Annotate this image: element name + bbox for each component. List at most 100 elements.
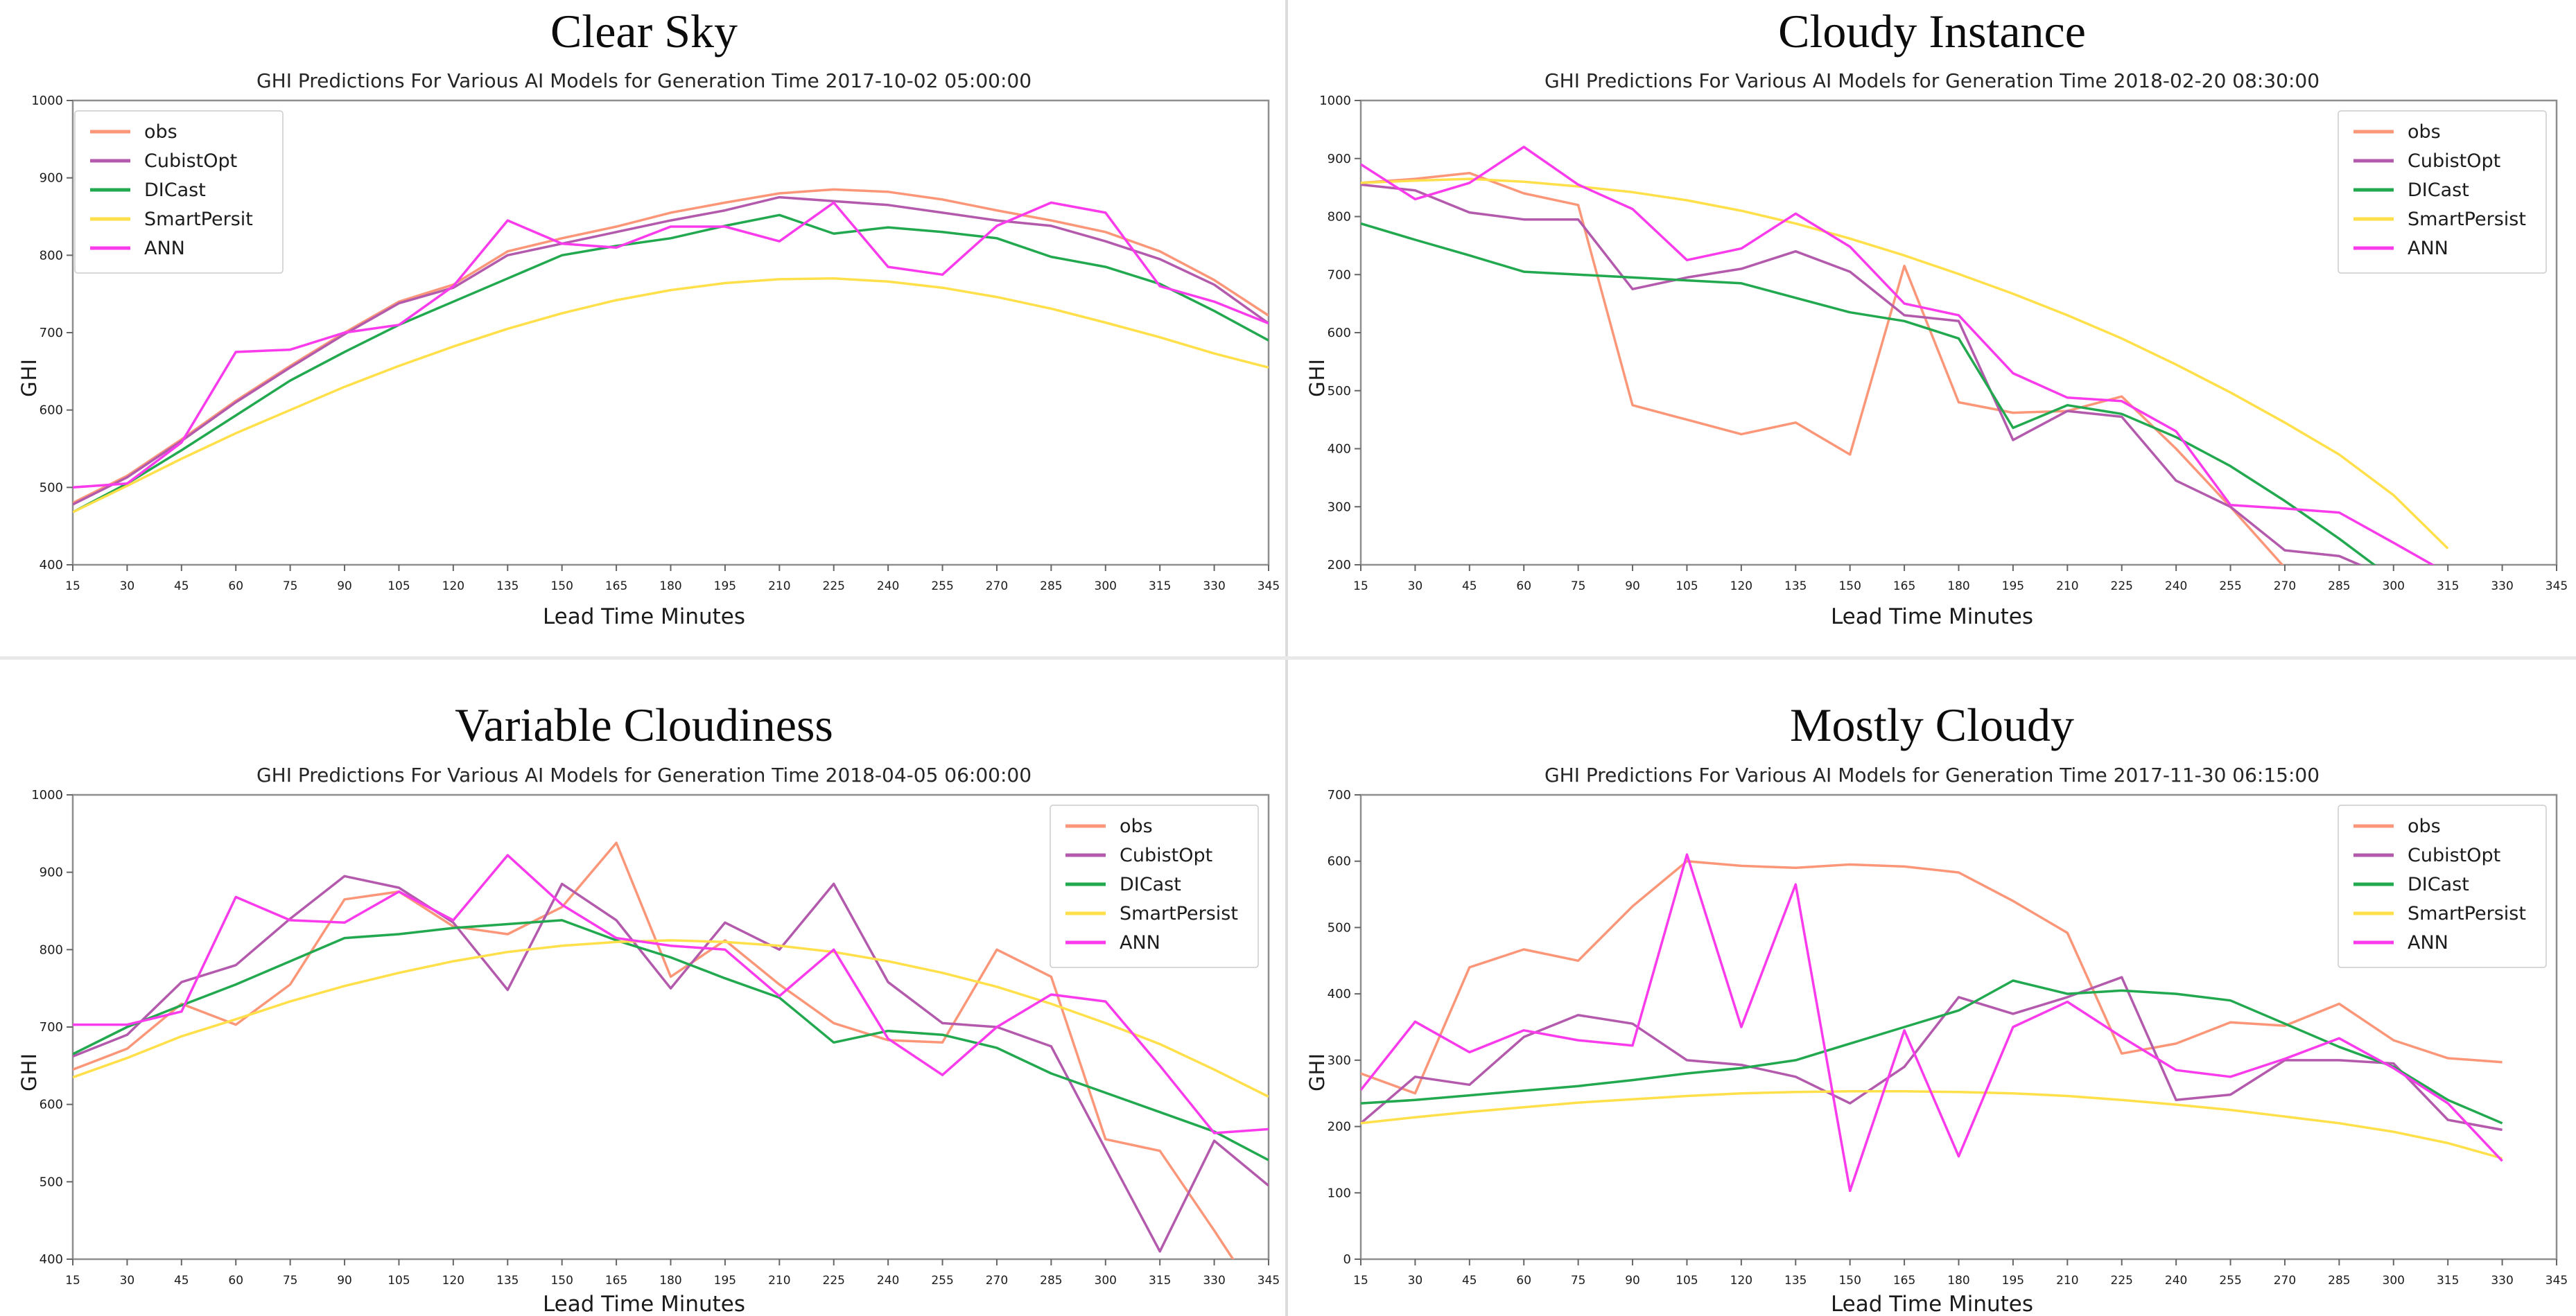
svg-text:200: 200: [1328, 1120, 1351, 1134]
svg-text:45: 45: [1462, 1274, 1477, 1288]
legend-label-CubistOpt: CubistOpt: [1120, 845, 1212, 866]
svg-text:300: 300: [1328, 1053, 1351, 1068]
svg-text:90: 90: [337, 579, 352, 593]
svg-text:195: 195: [714, 579, 736, 593]
legend-label-ANN: ANN: [1120, 932, 1160, 954]
svg-text:45: 45: [1462, 579, 1477, 593]
legend: obs CubistOpt DICast SmartPersist ANN: [1050, 805, 1259, 968]
chart-subtitle: GHI Predictions For Various AI Models fo…: [256, 764, 1032, 787]
svg-text:300: 300: [2383, 1274, 2405, 1288]
svg-text:120: 120: [442, 579, 464, 593]
x-axis-label: Lead Time Minutes: [542, 604, 746, 629]
legend-label-DICast: DICast: [2408, 179, 2469, 201]
svg-text:60: 60: [228, 579, 243, 593]
y-axis-label: GHI: [17, 358, 41, 397]
svg-text:75: 75: [1571, 579, 1586, 593]
y-axis-ticks: 0 100 200 300 400 500 600 700: [1328, 788, 1361, 1267]
chart-svg: 15 30 45 60 75 90 105 120 135 150 165 180 195 210 225 2…: [31, 788, 1280, 1288]
legend-label-SmartPersist: SmartPersist: [1120, 903, 1238, 924]
svg-text:700: 700: [40, 326, 63, 340]
chart-canvas: 15 30 45 60 75 90 105 120 135 150 165 180 195 210 225 2…: [31, 788, 1280, 1308]
svg-text:500: 500: [1328, 384, 1351, 398]
legend: obs CubistOpt DICast SmartPersist ANN: [2338, 110, 2547, 274]
svg-text:600: 600: [1328, 854, 1351, 869]
svg-text:285: 285: [1040, 1274, 1062, 1288]
svg-text:300: 300: [2383, 579, 2405, 593]
svg-text:120: 120: [1730, 579, 1752, 593]
panel-clear-sky: Clear Sky GHI Predictions For Various AI…: [0, 0, 1288, 658]
svg-text:60: 60: [1516, 1274, 1531, 1288]
chart-subtitle: GHI Predictions For Various AI Models fo…: [1544, 764, 2320, 787]
svg-text:60: 60: [1516, 579, 1531, 593]
legend-label-obs: obs: [2408, 121, 2441, 143]
svg-text:90: 90: [337, 1274, 352, 1288]
svg-text:255: 255: [2219, 1274, 2241, 1288]
svg-text:255: 255: [931, 579, 953, 593]
chart-subtitle: GHI Predictions For Various AI Models fo…: [1544, 69, 2320, 92]
svg-text:400: 400: [1328, 442, 1351, 457]
svg-text:165: 165: [1893, 1274, 1915, 1288]
svg-text:315: 315: [2437, 579, 2459, 593]
svg-text:345: 345: [2545, 579, 2568, 593]
svg-text:195: 195: [714, 1274, 736, 1288]
legend: obs CubistOpt DICast SmartPersist ANN: [2338, 805, 2547, 968]
svg-text:240: 240: [2165, 1274, 2187, 1288]
svg-text:210: 210: [768, 579, 790, 593]
series-DICast: [73, 213, 1269, 514]
y-axis-ticks: 400 500 600 700 800 900 1000: [31, 94, 73, 572]
chart-canvas: 15 30 45 60 75 90 105 120 135 150 165 180 195 210 225 2…: [31, 94, 1280, 613]
svg-text:345: 345: [1257, 1274, 1280, 1288]
svg-text:105: 105: [388, 579, 410, 593]
svg-text:135: 135: [1784, 1274, 1807, 1288]
svg-text:180: 180: [659, 1274, 681, 1288]
y-axis-label: GHI: [1305, 1053, 1329, 1091]
legend-label-DICast: DICast: [2408, 874, 2469, 895]
svg-text:270: 270: [2274, 1274, 2296, 1288]
svg-text:255: 255: [2219, 579, 2241, 593]
svg-text:900: 900: [40, 171, 63, 186]
svg-text:15: 15: [65, 1274, 80, 1288]
svg-text:1000: 1000: [31, 94, 63, 108]
svg-text:330: 330: [2491, 1274, 2513, 1288]
svg-text:30: 30: [1408, 1274, 1423, 1288]
series-SmartPersit: [73, 277, 1269, 514]
panel-title: Clear Sky: [550, 5, 738, 58]
series-CubistOpt: [1361, 183, 2363, 565]
panel-cloudy-instance: Cloudy Instance GHI Predictions For Vari…: [1288, 0, 2576, 658]
svg-text:90: 90: [1625, 579, 1640, 593]
svg-text:195: 195: [2002, 1274, 2024, 1288]
svg-text:400: 400: [40, 1252, 63, 1267]
svg-text:165: 165: [605, 579, 627, 593]
svg-text:700: 700: [1328, 267, 1351, 282]
svg-text:165: 165: [1893, 579, 1915, 593]
svg-text:700: 700: [1328, 788, 1351, 802]
svg-text:315: 315: [2437, 1274, 2459, 1288]
svg-text:75: 75: [283, 1274, 298, 1288]
series-ANN: [1361, 853, 2503, 1193]
svg-text:400: 400: [40, 558, 63, 572]
chart-svg: 15 30 45 60 75 90 105 120 135 150 165 180 195 210 225 2…: [31, 94, 1280, 593]
legend-label-ANN: ANN: [144, 238, 185, 259]
svg-text:800: 800: [1328, 210, 1351, 225]
svg-text:105: 105: [388, 1274, 410, 1288]
svg-text:210: 210: [2056, 579, 2078, 593]
svg-text:75: 75: [1571, 1274, 1586, 1288]
svg-text:240: 240: [2165, 579, 2187, 593]
chart-svg: 15 30 45 60 75 90 105 120 135 150 165 180 195 210 225 2…: [1328, 788, 2568, 1288]
svg-text:400: 400: [1328, 987, 1351, 1001]
svg-text:1000: 1000: [31, 788, 63, 802]
svg-text:330: 330: [2491, 579, 2513, 593]
svg-text:900: 900: [1328, 152, 1351, 166]
svg-text:300: 300: [1328, 500, 1351, 514]
svg-text:120: 120: [442, 1274, 464, 1288]
x-axis-ticks: 15 30 45 60 75 90 105 120 135 150 165 180 195 210 225 2…: [1353, 1259, 2568, 1288]
svg-text:45: 45: [174, 1274, 189, 1288]
svg-text:30: 30: [1408, 579, 1423, 593]
svg-text:285: 285: [2328, 579, 2350, 593]
svg-text:500: 500: [40, 480, 63, 495]
chart-svg: 15 30 45 60 75 90 105 120 135 150 165 180 195 210 225 2…: [1319, 94, 2568, 593]
x-axis-ticks: 15 30 45 60 75 90 105 120 135 150 165 180 195 210 225 2…: [65, 565, 1280, 593]
svg-text:150: 150: [550, 579, 573, 593]
legend-label-obs: obs: [144, 121, 177, 143]
panel-title: Cloudy Instance: [1778, 5, 2086, 58]
